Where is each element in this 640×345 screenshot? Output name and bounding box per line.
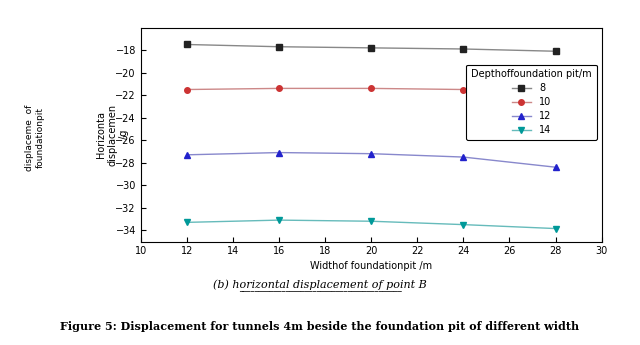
Text: displaceme  of
foundationpit: displaceme of foundationpit xyxy=(26,105,45,171)
Text: __________________________________________: ________________________________________… xyxy=(239,284,401,293)
Text: (b) horizontal displacement of point B: (b) horizontal displacement of point B xyxy=(213,279,427,290)
Y-axis label: Horizonta
displacemen
/g: Horizonta displacemen /g xyxy=(96,104,129,166)
X-axis label: Widthof foundationpit /m: Widthof foundationpit /m xyxy=(310,260,432,270)
Legend: 8, 10, 12, 14: 8, 10, 12, 14 xyxy=(467,65,596,140)
Text: Figure 5: Displacement for tunnels 4m beside the foundation pit of different wid: Figure 5: Displacement for tunnels 4m be… xyxy=(60,321,580,332)
